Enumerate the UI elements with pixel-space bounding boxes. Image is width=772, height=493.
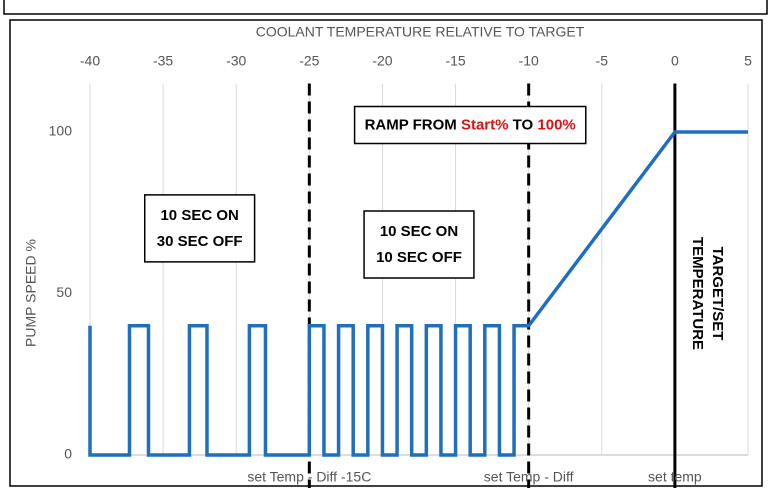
vertical-label-text: TEMPERATURE <box>689 237 706 350</box>
y-tick-label: 50 <box>56 284 72 300</box>
x-tick-label: -20 <box>372 53 392 69</box>
ramp-text-part: Start% <box>461 117 509 134</box>
y-axis-title: PUMP SPEED % <box>23 239 39 347</box>
ramp-text-part: RAMP FROM <box>365 117 461 134</box>
x-axis-title: COOLANT TEMPERATURE RELATIVE TO TARGET <box>256 24 585 40</box>
header-box <box>3 0 768 15</box>
ramp-text-part: 100% <box>537 117 575 134</box>
annotation-text: 10 SEC OFF <box>376 249 462 266</box>
annotation-box <box>143 194 256 263</box>
x-tick-label: -5 <box>596 53 609 69</box>
data-line <box>88 130 748 457</box>
bottom-label: set Temp - Diff <box>484 469 574 485</box>
x-tick-label: -10 <box>519 53 539 69</box>
y-tick-label: 0 <box>64 446 72 462</box>
x-tick-label: -30 <box>226 53 246 69</box>
annotation-text: 10 SEC ON <box>160 207 238 224</box>
ramp-text: RAMP FROM Start% TO 100% <box>365 117 576 134</box>
ramp-annotation: RAMP FROM Start% TO 100% <box>365 117 576 134</box>
x-tick-label: 0 <box>671 53 679 69</box>
annotation: 10 SEC ON 10 SEC OFF <box>376 223 462 266</box>
y-tick-label: 100 <box>49 123 73 139</box>
annotation-box <box>353 105 587 145</box>
bottom-label: set Temp - Diff -15C <box>247 469 371 485</box>
annotation-box <box>363 210 475 279</box>
vertical-label-text: TARGET/SET <box>709 247 726 341</box>
annotation: 10 SEC ON 30 SEC OFF <box>157 207 243 250</box>
x-tick-label: -35 <box>153 53 173 69</box>
bottom-label: set temp <box>648 469 702 485</box>
chart-frame <box>9 19 763 487</box>
annotation-text: 10 SEC ON <box>380 223 458 240</box>
x-tick-label: -25 <box>299 53 319 69</box>
x-tick-label: 5 <box>744 53 752 69</box>
ramp-text-part: TO <box>508 117 537 134</box>
annotation-text: 30 SEC OFF <box>157 233 243 250</box>
x-tick-label: -15 <box>445 53 465 69</box>
x-tick-label: -40 <box>80 53 100 69</box>
